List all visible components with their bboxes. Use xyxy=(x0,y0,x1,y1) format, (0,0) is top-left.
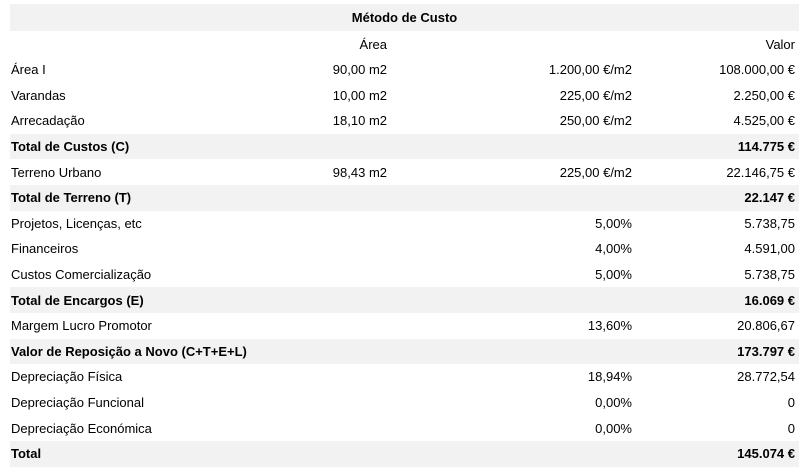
row-label: Financeiros xyxy=(11,241,79,257)
table-body: Área I 90,00 m2 1.200,00 €/m2 108.000,00… xyxy=(10,57,799,467)
table-row: Varandas 10,00 m2 225,00 €/m2 2.250,00 € xyxy=(10,82,799,109)
table-row: Custos Comercialização 5,00% 5.738,75 xyxy=(10,261,799,288)
row-valor-value: 114.775 € xyxy=(737,139,795,155)
row-unit-value: 1.200,00 €/m2 xyxy=(548,62,632,78)
row-area-value: 90,00 m2 xyxy=(332,62,387,78)
row-label: Varandas xyxy=(11,87,66,103)
column-header-valor: Valor xyxy=(765,36,795,52)
table-title: Método de Custo xyxy=(351,10,458,25)
row-unit-value: 0,00% xyxy=(595,395,632,411)
row-label: Margem Lucro Promotor xyxy=(11,318,152,334)
row-valor-value: 28.772,54 xyxy=(737,369,795,385)
row-label: Valor de Reposição a Novo (C+T+E+L) xyxy=(11,343,247,359)
table-row: Terreno Urbano 98,43 m2 225,00 €/m2 22.1… xyxy=(10,159,799,185)
row-valor-value: 0 xyxy=(787,420,795,436)
row-valor-value: 5.738,75 xyxy=(744,215,795,231)
row-label: Arrecadação xyxy=(11,113,85,129)
cost-method-table: Método de Custo Área Valor Área I 90,00 … xyxy=(10,4,799,467)
row-label: Projetos, Licenças, etc xyxy=(11,215,142,231)
row-valor-value: 145.074 € xyxy=(737,446,795,462)
row-valor-value: 4.525,00 € xyxy=(733,113,795,129)
table-row: Depreciação Económica 0,00% 0 xyxy=(10,415,799,441)
row-label: Depreciação Funcional xyxy=(11,395,144,411)
row-label: Área I xyxy=(11,62,46,78)
row-valor-value: 0 xyxy=(787,395,795,411)
table-header-row: Área Valor xyxy=(10,31,799,57)
row-unit-value: 13,60% xyxy=(587,318,632,334)
table-row: Total de Custos (C) 114.775 € xyxy=(10,133,799,160)
table-row: Área I 90,00 m2 1.200,00 €/m2 108.000,00… xyxy=(10,57,799,83)
row-unit-value: 225,00 €/m2 xyxy=(559,87,632,103)
table-row: Total 145.074 € xyxy=(10,440,799,467)
row-area-value: 98,43 m2 xyxy=(332,164,387,180)
row-valor-value: 108.000,00 € xyxy=(719,62,795,78)
table-title-row: Método de Custo xyxy=(10,4,799,31)
row-unit-value: 18,94% xyxy=(587,369,632,385)
row-label: Total de Terreno (T) xyxy=(11,190,132,206)
table-row: Total de Encargos (E) 16.069 € xyxy=(10,287,799,313)
row-label: Terreno Urbano xyxy=(11,164,102,180)
row-unit-value: 4,00% xyxy=(595,241,632,257)
row-area-value: 18,10 m2 xyxy=(332,113,387,129)
table-row: Depreciação Física 18,94% 28.772,54 xyxy=(10,364,799,390)
table-row: Financeiros 4,00% 4.591,00 xyxy=(10,236,799,262)
table-row: Depreciação Funcional 0,00% 0 xyxy=(10,389,799,416)
row-label: Depreciação Económica xyxy=(11,420,152,436)
row-area-value: 10,00 m2 xyxy=(332,87,387,103)
row-label: Depreciação Física xyxy=(11,369,123,385)
table-row: Valor de Reposição a Novo (C+T+E+L) 173.… xyxy=(10,338,799,365)
table-row: Margem Lucro Promotor 13,60% 20.806,67 xyxy=(10,312,799,339)
row-unit-value: 5,00% xyxy=(595,215,632,231)
table-row: Total de Terreno (T) 22.147 € xyxy=(10,184,799,211)
row-unit-value: 0,00% xyxy=(595,420,632,436)
row-valor-value: 22.147 € xyxy=(744,190,795,206)
row-label: Total de Custos (C) xyxy=(11,139,130,155)
row-unit-value: 225,00 €/m2 xyxy=(559,164,632,180)
table-row: Projetos, Licenças, etc 5,00% 5.738,75 xyxy=(10,210,799,237)
row-label: Custos Comercialização xyxy=(11,267,152,283)
row-unit-value: 5,00% xyxy=(595,267,632,283)
table-row: Arrecadação 18,10 m2 250,00 €/m2 4.525,0… xyxy=(10,108,799,134)
row-valor-value: 22.146,75 € xyxy=(726,164,795,180)
row-valor-value: 16.069 € xyxy=(744,292,795,308)
row-valor-value: 4.591,00 xyxy=(744,241,795,257)
row-label: Total de Encargos (E) xyxy=(11,292,144,308)
row-valor-value: 2.250,00 € xyxy=(733,87,795,103)
row-label: Total xyxy=(11,446,42,462)
row-unit-value: 250,00 €/m2 xyxy=(559,113,632,129)
column-header-area: Área xyxy=(359,36,387,52)
row-valor-value: 5.738,75 xyxy=(744,267,795,283)
row-valor-value: 20.806,67 xyxy=(737,318,795,334)
row-valor-value: 173.797 € xyxy=(737,343,795,359)
